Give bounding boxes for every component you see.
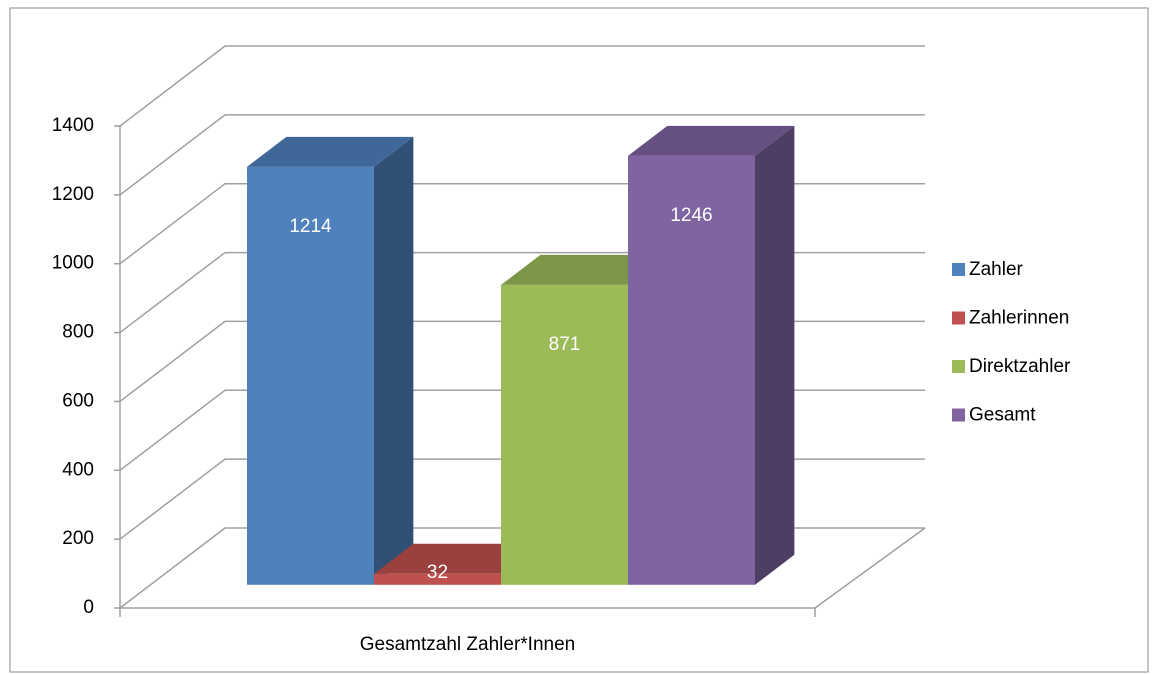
y-tick-label: 1000	[52, 253, 94, 274]
bar	[247, 166, 374, 585]
y-tick-label: 0	[83, 597, 94, 618]
legend-label: Gesamt	[969, 405, 1036, 426]
y-tick-label: 1400	[52, 115, 94, 136]
value-label: 1214	[289, 216, 332, 237]
bar-top	[247, 136, 414, 167]
y-tick-label: 400	[62, 459, 94, 480]
grid-line	[119, 182, 925, 265]
value-label: 32	[427, 562, 448, 583]
y-tick-label: 1200	[52, 184, 94, 205]
bar	[374, 573, 501, 585]
legend-label: Zahlerinnen	[969, 308, 1069, 329]
legend-swatch	[952, 263, 965, 276]
grid-line	[119, 45, 925, 127]
bar-top	[628, 125, 795, 156]
bar-side	[374, 136, 414, 585]
floor-right	[814, 527, 926, 609]
legend-swatch	[952, 408, 965, 422]
bar-top	[374, 543, 541, 574]
legend-label: Direktzahler	[969, 356, 1071, 377]
y-tick-label: 600	[62, 390, 94, 411]
x-tick-label: Gesamtzahl Zahler*Innen	[360, 634, 575, 655]
legend-swatch	[952, 360, 965, 373]
grid-line	[119, 114, 925, 196]
value-label: 1246	[670, 205, 712, 226]
bar-top	[501, 254, 668, 285]
value-label: 871	[549, 334, 581, 355]
y-tick-label: 800	[62, 322, 94, 343]
chart-border	[9, 7, 1149, 673]
legend-swatch	[952, 311, 965, 325]
bar	[628, 155, 755, 585]
bar-side	[755, 125, 795, 585]
bar	[501, 284, 628, 585]
legend-label: Zahler	[969, 259, 1024, 280]
y-tick-label: 200	[62, 528, 94, 549]
